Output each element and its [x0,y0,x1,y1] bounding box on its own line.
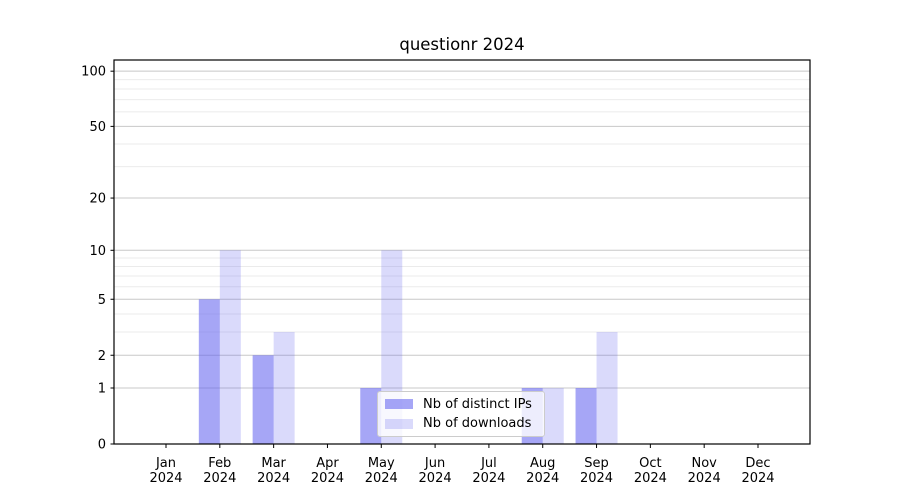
x-axis-tick-label-year: 2024 [472,471,505,486]
x-axis-tick-label-month: Apr [316,456,339,471]
plot-border [113,59,811,445]
x-axis-tick-label-year: 2024 [203,471,236,486]
x-axis-tick-label-month: Feb [208,456,231,471]
bar-downloads [273,332,295,444]
x-axis-tick-label-month: May [368,456,395,471]
x-axis-tick-label-month: Mar [261,456,286,471]
y-axis-tick-label: 100 [81,65,106,80]
x-axis-tick-label-month: Jun [424,456,445,471]
x-axis-tick-label-year: 2024 [149,471,182,486]
x-axis-tick-label-year: 2024 [526,471,559,486]
legend-swatch-distinct-ips [385,399,413,410]
x-axis-tick-label-year: 2024 [419,471,452,486]
legend-swatch-downloads [385,418,413,429]
y-axis-tick-label: 5 [98,293,106,308]
y-axis-tick-label: 2 [98,349,106,364]
x-axis-tick-label-year: 2024 [741,471,774,486]
bar-downloads [542,388,564,444]
x-axis-tick-label-month: Jan [155,456,176,471]
x-axis-tick-label-year: 2024 [580,471,613,486]
legend-label-distinct-ips: Nb of distinct IPs [423,396,532,412]
y-axis-tick-label: 50 [89,120,106,135]
bar-distinct-ips [252,355,274,444]
x-axis-tick-label-year: 2024 [688,471,721,486]
x-axis-tick-label-year: 2024 [634,471,667,486]
bar-distinct-ips [360,388,382,444]
x-axis-tick-label-year: 2024 [257,471,290,486]
y-axis-tick-label: 20 [89,192,106,207]
legend-row-downloads: Nb of downloads [385,414,537,433]
x-axis-tick-label-year: 2024 [311,471,344,486]
bar-downloads [219,250,241,444]
legend-label-downloads: Nb of downloads [423,416,532,432]
x-axis-tick-label-month: Jul [480,456,497,471]
bar-distinct-ips [198,299,220,444]
x-axis-tick-label-month: Aug [530,456,555,471]
legend: Nb of distinct IPs Nb of downloads [377,391,545,437]
x-axis-tick-label-month: Dec [745,456,770,471]
x-axis-tick-label-month: Nov [691,456,717,471]
legend-row-distinct-ips: Nb of distinct IPs [385,395,537,414]
x-axis-tick-label-month: Oct [639,456,661,471]
bar-downloads [596,332,618,444]
bar-distinct-ips [575,388,597,444]
y-axis-tick-label: 10 [89,244,106,259]
y-axis-tick-label: 1 [98,382,106,397]
x-axis-tick-label-month: Sep [584,456,609,471]
chart-title: questionr 2024 [399,35,525,54]
y-axis-tick-label: 0 [98,438,106,453]
x-axis-tick-label-year: 2024 [365,471,398,486]
